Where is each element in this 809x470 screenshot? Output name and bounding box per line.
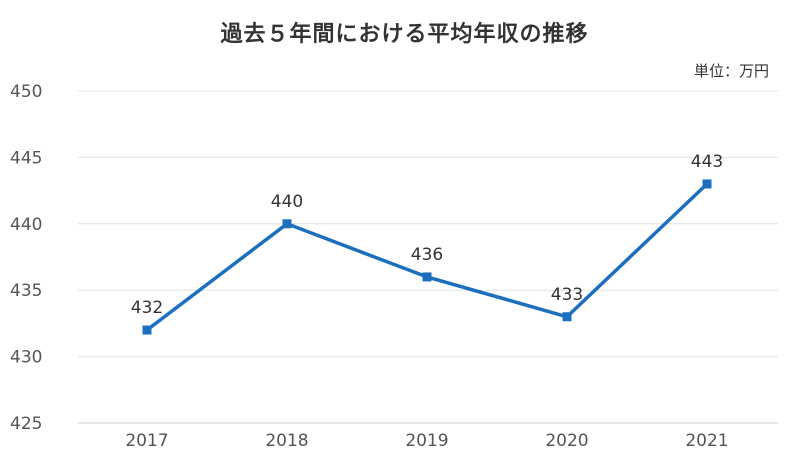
unit-label: 単位：万円	[693, 62, 769, 80]
y-tick-label: 440	[10, 215, 42, 235]
x-tick-label: 2017	[125, 431, 168, 451]
y-tick-label: 435	[10, 281, 42, 301]
data-labels: 432 440 436 433 443	[131, 152, 723, 318]
data-point	[702, 179, 712, 189]
x-tick-label: 2018	[265, 431, 308, 451]
x-tick-label: 2019	[405, 431, 448, 451]
y-tick-label: 445	[10, 148, 42, 168]
chart-title: 過去５年間における平均年収の推移	[220, 22, 589, 47]
y-axis-ticks: 425 430 435 440 445 450	[10, 82, 42, 434]
series-line	[142, 179, 712, 335]
x-tick-label: 2020	[545, 431, 588, 451]
x-axis-ticks: 2017 2018 2019 2020 2021	[125, 431, 728, 451]
x-tick-label: 2021	[685, 431, 728, 451]
data-label: 440	[271, 192, 303, 212]
y-tick-label: 430	[10, 348, 42, 368]
y-tick-label: 450	[10, 82, 42, 102]
data-label: 432	[131, 298, 163, 318]
data-label: 443	[691, 152, 723, 172]
data-label: 433	[551, 285, 583, 305]
data-label: 436	[411, 245, 443, 265]
grid-lines	[78, 90, 778, 424]
data-point	[282, 219, 292, 229]
data-point	[422, 272, 432, 282]
data-point	[562, 312, 572, 322]
data-point	[142, 325, 152, 335]
y-tick-label: 425	[10, 414, 42, 434]
